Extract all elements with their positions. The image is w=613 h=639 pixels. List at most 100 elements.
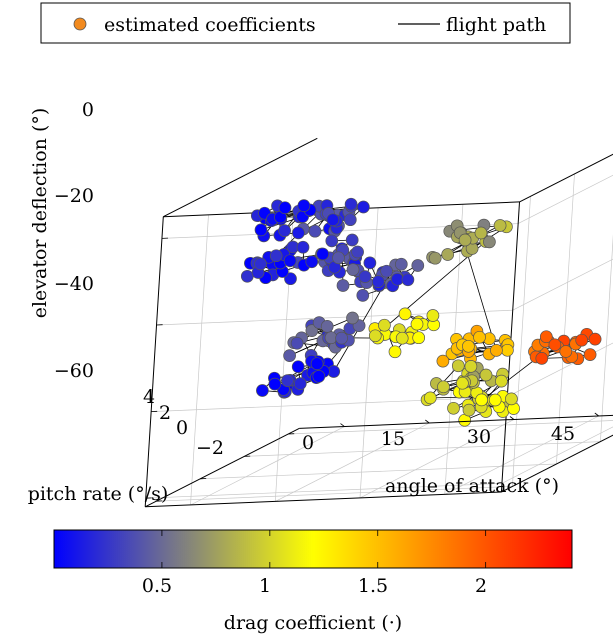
coefficient-point xyxy=(535,352,549,365)
grid-line xyxy=(600,234,613,442)
coefficient-point xyxy=(336,279,350,292)
y-tick-label: 0 xyxy=(176,417,188,439)
coefficient-point xyxy=(447,401,460,415)
coefficient-point xyxy=(292,226,305,240)
coefficient-point xyxy=(356,289,370,302)
coefficient-point xyxy=(398,307,412,321)
grid-line xyxy=(507,342,613,398)
x-tick-label: 30 xyxy=(467,426,491,448)
grid-line xyxy=(190,426,345,506)
coefficient-point xyxy=(378,318,391,332)
coefficient-point xyxy=(254,257,267,271)
grid-line xyxy=(156,486,513,502)
coefficient-point xyxy=(346,263,360,276)
coefficient-point xyxy=(316,247,330,261)
grid-line xyxy=(145,483,502,499)
coefficient-point xyxy=(284,272,297,286)
coefficient-point xyxy=(363,256,377,270)
coefficient-point xyxy=(269,249,283,263)
coefficient-point xyxy=(305,255,319,269)
back-grid xyxy=(144,153,613,508)
coefficient-point xyxy=(368,329,382,343)
coefficient-point xyxy=(312,370,326,383)
coefficient-point xyxy=(293,377,307,390)
coefficient-point xyxy=(451,359,465,373)
coefficient-point xyxy=(394,257,408,271)
coefficient-point xyxy=(346,311,359,325)
colorbar-tick-label: 1 xyxy=(259,575,271,597)
coefficient-point xyxy=(505,392,518,406)
legend-label-estimated-coefficients: estimated coefficients xyxy=(104,14,316,36)
colorbar: 0.5 1 1.5 2 drag coefficient (·) xyxy=(53,529,573,634)
x-tick xyxy=(340,423,345,427)
z-tick-label: 0 xyxy=(82,99,94,121)
x-tick xyxy=(425,419,430,424)
coefficient-point xyxy=(583,348,597,361)
axis-edge xyxy=(501,434,613,493)
coefficient-point xyxy=(411,259,425,272)
x-tick-label: 15 xyxy=(381,428,405,450)
coefficient-point xyxy=(290,336,304,350)
coefficient-point xyxy=(281,374,294,387)
colorbar-tick-label: 0.5 xyxy=(142,575,172,597)
grid-line xyxy=(512,258,613,311)
legend: estimated coefficients flight path xyxy=(40,2,571,44)
coefficient-point xyxy=(343,213,357,227)
coefficient-point xyxy=(437,380,450,394)
legend-box xyxy=(40,2,571,44)
grid-line xyxy=(556,173,575,465)
coefficient-point xyxy=(388,345,402,359)
coefficient-point xyxy=(426,309,440,322)
coefficient-point xyxy=(283,349,296,362)
coefficient-point xyxy=(474,226,488,240)
coefficient-point xyxy=(351,245,364,259)
axis-edge xyxy=(299,414,613,429)
x-axis-label: angle of attack (°) xyxy=(385,475,559,497)
coefficient-point xyxy=(254,223,268,237)
z-tick-label: −20 xyxy=(54,185,94,207)
z-tick-label: −40 xyxy=(54,273,94,295)
legend-label-flight-path: flight path xyxy=(446,14,546,36)
coefficient-point xyxy=(296,240,310,254)
colorbar-ticks xyxy=(161,530,487,568)
colorbar-gradient xyxy=(53,529,573,569)
coefficient-point xyxy=(358,270,372,283)
coefficient-point xyxy=(268,377,282,391)
y-axis-label: pitch rate (°/s) xyxy=(28,483,169,505)
y-tick-label: 4 xyxy=(143,386,155,408)
coefficient-point xyxy=(428,251,442,265)
coefficient-point xyxy=(473,330,486,344)
coefficient-point xyxy=(308,224,322,238)
coefficient-point xyxy=(490,344,503,357)
coefficient-point xyxy=(410,317,424,331)
coefficient-point xyxy=(278,201,292,215)
grid-line xyxy=(190,214,209,506)
axis-edge xyxy=(145,491,502,508)
grid-line xyxy=(359,207,379,498)
coefficient-point xyxy=(412,331,426,345)
grid-line xyxy=(512,196,531,487)
z-tick-label: −60 xyxy=(54,360,94,382)
coefficient-point xyxy=(310,357,324,371)
axis-edge xyxy=(163,201,520,218)
coefficient-point xyxy=(559,345,573,358)
coefficient-point xyxy=(395,331,409,345)
grid-line xyxy=(151,396,508,412)
coefficient-point xyxy=(462,403,476,417)
x-tick xyxy=(509,416,515,420)
coefficient-point xyxy=(575,333,589,347)
coefficient-point xyxy=(326,213,340,227)
coefficient-point xyxy=(456,376,469,390)
colorbar-label: drag coefficient (·) xyxy=(224,612,402,634)
coefficient-point xyxy=(423,391,437,405)
coefficient-point xyxy=(291,360,305,374)
legend-marker-estimated-coefficients xyxy=(73,17,87,31)
axis-edge xyxy=(144,216,164,507)
coefficient-point xyxy=(548,338,562,352)
coefficient-point xyxy=(320,320,334,333)
coefficient-point xyxy=(483,235,496,249)
axis-edge xyxy=(163,137,318,218)
coefficient-point xyxy=(479,368,493,382)
coefficient-point xyxy=(278,224,291,237)
